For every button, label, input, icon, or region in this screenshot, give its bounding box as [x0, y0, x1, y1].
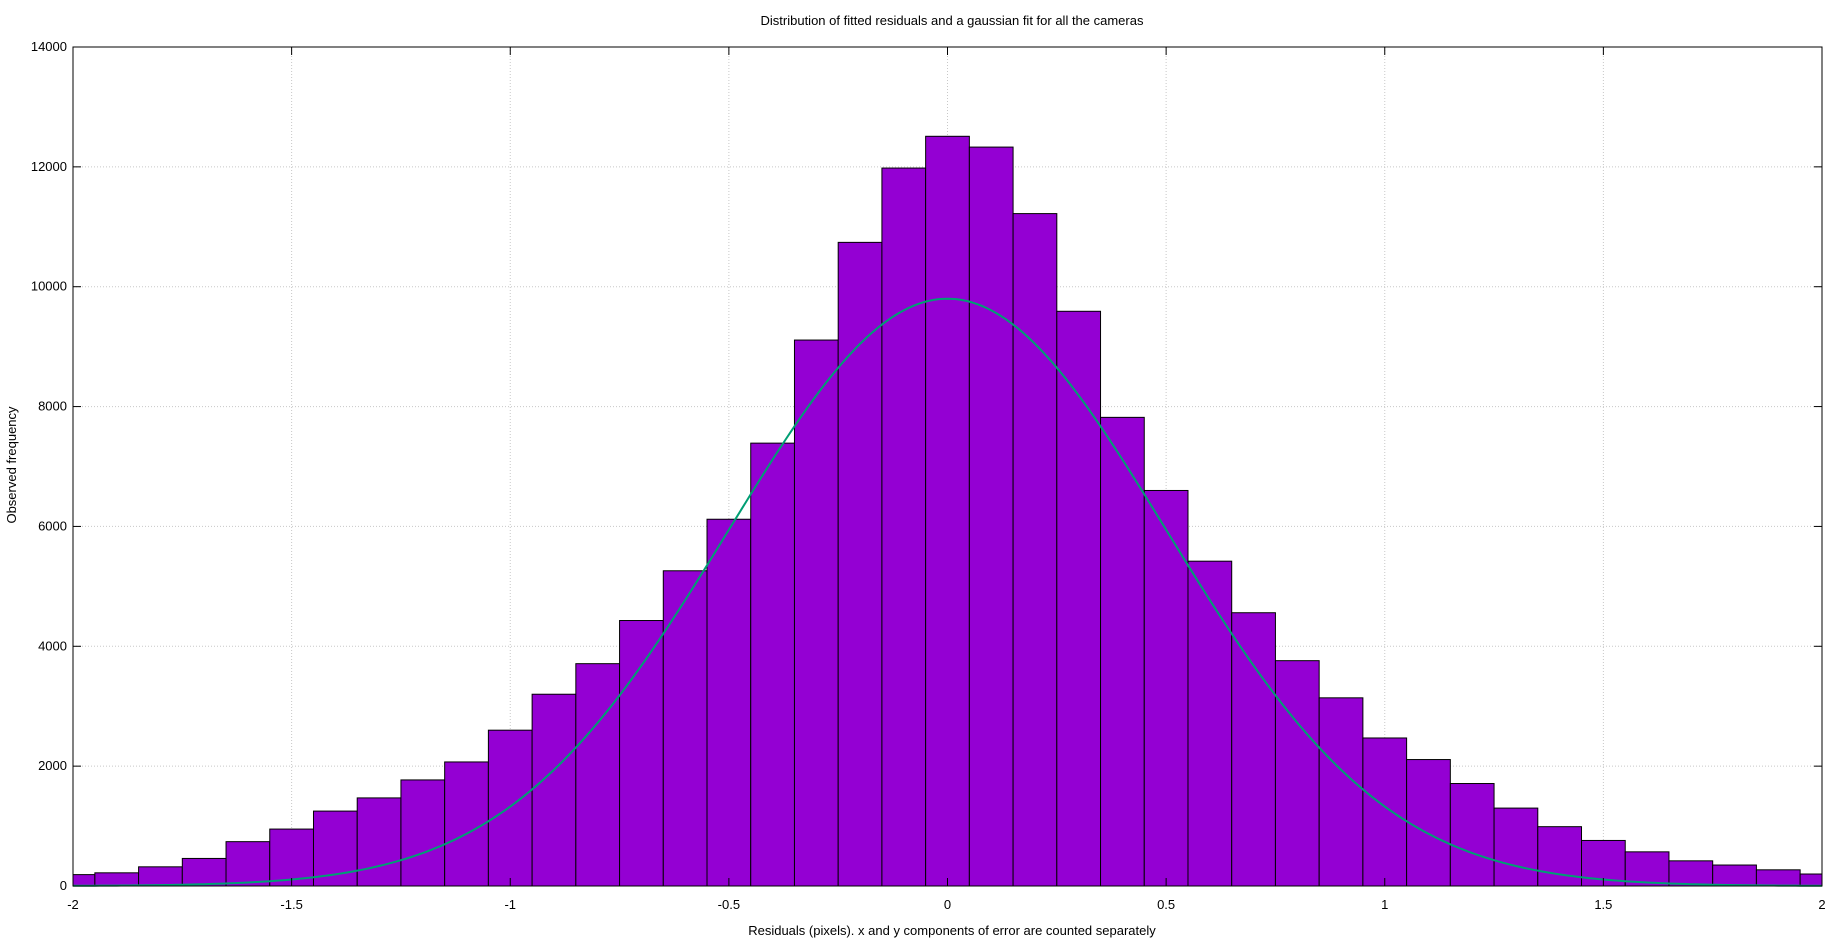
y-tick-label: 8000: [38, 399, 67, 414]
x-tick-label: 1.5: [1594, 897, 1612, 912]
histogram-bar: [444, 761, 489, 887]
x-tick-label: 0: [944, 897, 951, 912]
histogram-bar: [619, 620, 664, 887]
histogram-bar: [94, 872, 140, 887]
histogram-bar: [1493, 807, 1539, 887]
x-tick-label: 2: [1818, 897, 1825, 912]
histogram-bar: [1799, 873, 1823, 887]
y-tick-label: 2000: [38, 758, 67, 773]
histogram-bar: [1012, 213, 1058, 887]
histogram-bar: [1274, 660, 1320, 887]
y-tick-label: 6000: [38, 518, 67, 533]
histogram-bar: [269, 828, 314, 887]
histogram-bar: [750, 442, 795, 887]
histogram-bar: [793, 339, 839, 887]
histogram-bar: [881, 167, 927, 887]
y-axis-label: Observed frequency: [4, 406, 19, 524]
histogram-bar: [487, 729, 533, 887]
histogram-bar: [531, 693, 577, 887]
y-tick-label: 4000: [38, 638, 67, 653]
histogram-bar: [312, 810, 358, 887]
x-tick-label: -1.5: [280, 897, 302, 912]
chart-title: Distribution of fitted residuals and a g…: [761, 13, 1144, 28]
histogram-bar: [1231, 612, 1276, 887]
histogram-bar: [662, 570, 708, 887]
histogram-bar: [1318, 697, 1364, 887]
x-tick-label: 1: [1381, 897, 1388, 912]
histogram-bar: [706, 518, 752, 887]
histogram-bar: [1449, 783, 1495, 887]
histogram-bar: [1668, 860, 1714, 887]
x-tick-label: -2: [67, 897, 79, 912]
histogram-bar: [72, 874, 96, 887]
histogram-bar: [575, 663, 621, 887]
x-tick-label: -0.5: [718, 897, 740, 912]
histogram-bar: [837, 241, 883, 887]
histogram-bar: [968, 146, 1014, 887]
histogram-bars: [72, 135, 1823, 887]
plot-frame: [72, 46, 1823, 887]
histogram-bar: [1100, 416, 1145, 887]
histogram-bar: [1362, 737, 1408, 887]
histogram-bar: [138, 866, 183, 887]
histogram-bar: [1624, 851, 1670, 887]
histogram-bar: [1712, 864, 1757, 887]
y-tick-label: 0: [60, 878, 67, 893]
histogram-bar: [400, 779, 446, 887]
histogram-bar: [181, 857, 227, 887]
histogram-bar: [1143, 489, 1189, 887]
y-tick-label: 10000: [31, 279, 67, 294]
histogram-bar: [1406, 759, 1451, 887]
x-axis-label: Residuals (pixels). x and y components o…: [748, 923, 1156, 938]
y-tick-label: 12000: [31, 159, 67, 174]
histogram-bar: [1056, 310, 1102, 887]
histogram-bar: [925, 135, 970, 887]
x-tick-label: -1: [504, 897, 516, 912]
x-tick-label: 0.5: [1157, 897, 1175, 912]
gaussian-fit-curve: [72, 297, 1823, 887]
axis-ticks: 0 2000 4000 6000 8000 10000 12000 14000 -2 -1.5 -1…: [31, 39, 1826, 912]
histogram-bar: [1187, 560, 1233, 887]
histogram-bar: [225, 841, 271, 887]
histogram-bar: [356, 797, 402, 887]
histogram-bar: [1755, 869, 1801, 887]
y-tick-label: 14000: [31, 39, 67, 54]
